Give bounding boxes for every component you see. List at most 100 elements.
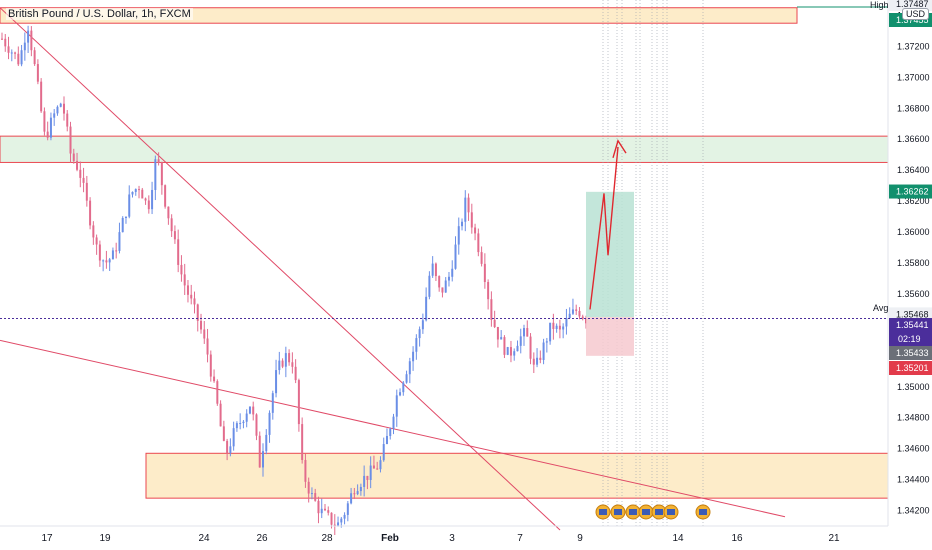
candle-body-149 <box>487 282 490 300</box>
currency-button[interactable]: USD <box>902 8 930 20</box>
candle-body-98 <box>320 508 323 514</box>
trendline-descending-steep <box>0 7 561 531</box>
candle-body-117 <box>382 444 385 461</box>
candle-body-124 <box>405 374 408 383</box>
price-label-2: 1.36262 <box>889 184 932 199</box>
candle-body-77 <box>252 406 255 415</box>
candle-body-78 <box>255 414 258 436</box>
candle-body-131 <box>428 275 431 297</box>
candle-body-108 <box>353 493 356 495</box>
candle-body-50 <box>164 185 167 207</box>
candle-body-67 <box>219 403 222 427</box>
candle-body-113 <box>369 465 372 480</box>
price-label-text-0: 1.37487 <box>896 0 929 9</box>
candle-body-170 <box>555 325 558 330</box>
y-tick-label-7: 1.35600 <box>897 289 930 299</box>
candle-body-110 <box>359 486 362 492</box>
candle-body-20 <box>66 113 69 127</box>
candle-body-11 <box>36 64 39 82</box>
candle-body-0 <box>1 38 3 40</box>
candle-body-130 <box>425 296 428 321</box>
candle-body-92 <box>301 424 304 460</box>
candle-body-32 <box>105 260 108 263</box>
candle-body-33 <box>108 259 111 263</box>
candle-body-22 <box>72 153 75 161</box>
candle-body-31 <box>102 260 105 262</box>
candle-body-9 <box>30 30 33 51</box>
x-tick-label-8: 9 <box>577 533 583 544</box>
candle-body-159 <box>519 336 522 346</box>
candle-body-169 <box>552 322 555 330</box>
candle-body-39 <box>128 194 131 217</box>
candle-body-136 <box>444 280 447 293</box>
countdown-bg <box>889 332 932 346</box>
candle-body-161 <box>526 328 529 337</box>
candle-body-80 <box>262 451 265 468</box>
candle-body-116 <box>379 460 382 470</box>
candle-body-109 <box>356 491 359 495</box>
candle-body-73 <box>239 423 242 425</box>
zone-resistance-top <box>0 7 798 24</box>
candle-body-27 <box>89 200 92 226</box>
y-tick-label-14: 1.37000 <box>897 72 930 82</box>
candle-body-64 <box>209 354 212 377</box>
y-tick-label-2: 1.34600 <box>897 444 930 454</box>
candle-body-5 <box>17 53 20 65</box>
price-label-0: 1.37487 <box>889 0 932 11</box>
candle-body-16 <box>53 113 56 118</box>
event-flag-icon-inner-3 <box>642 509 650 515</box>
candle-body-157 <box>513 351 516 356</box>
candle-body-49 <box>160 162 163 186</box>
candle-body-30 <box>98 244 101 261</box>
price-label-4: 1.35441 <box>889 318 932 332</box>
candle-body-160 <box>523 328 526 337</box>
candle-body-53 <box>173 231 176 240</box>
candle-body-177 <box>578 310 581 317</box>
candle-body-162 <box>529 336 532 359</box>
candle-body-85 <box>278 360 281 371</box>
candle-body-55 <box>180 264 183 275</box>
candle-body-114 <box>372 465 375 469</box>
candle-body-54 <box>177 239 180 265</box>
candle-body-96 <box>314 493 317 501</box>
candle-body-66 <box>216 381 219 404</box>
candle-body-151 <box>493 319 496 328</box>
y-tick-label-0: 1.34200 <box>897 506 930 516</box>
price-label-bg-3 <box>889 307 932 322</box>
candle-body-147 <box>480 252 483 264</box>
position-target-zone <box>586 191 634 318</box>
candle-body-142 <box>464 197 467 222</box>
candle-body-68 <box>222 426 225 441</box>
candle-body-171 <box>558 325 561 330</box>
candle-body-13 <box>43 111 46 132</box>
countdown-label: 02:19 <box>898 334 921 344</box>
candle-body-12 <box>40 81 43 112</box>
candle-body-125 <box>408 361 411 375</box>
candle-body-23 <box>76 160 79 170</box>
candle-body-34 <box>111 250 114 260</box>
candle-body-4 <box>14 52 17 54</box>
candle-body-52 <box>170 218 173 232</box>
y-tick-label-11: 1.36400 <box>897 165 930 175</box>
candle-body-18 <box>59 103 62 107</box>
candle-body-156 <box>509 347 512 356</box>
candle-body-139 <box>454 244 457 269</box>
candle-body-168 <box>549 322 552 342</box>
candle-body-158 <box>516 345 519 352</box>
candle-body-1 <box>4 38 7 47</box>
candle-body-57 <box>186 285 189 295</box>
candle-body-172 <box>562 326 565 330</box>
candle-body-126 <box>412 351 415 362</box>
event-flag-icon-inner-6 <box>699 509 707 515</box>
candle-body-25 <box>82 177 85 183</box>
candle-body-166 <box>542 342 545 360</box>
candle-body-47 <box>154 159 157 190</box>
candle-body-140 <box>457 226 460 245</box>
candle-body-83 <box>271 393 274 413</box>
projection-arrow-head <box>612 139 627 158</box>
candle-body-81 <box>265 434 268 452</box>
candle-body-89 <box>291 362 294 367</box>
candle-body-71 <box>232 428 235 447</box>
candle-body-155 <box>506 347 509 355</box>
